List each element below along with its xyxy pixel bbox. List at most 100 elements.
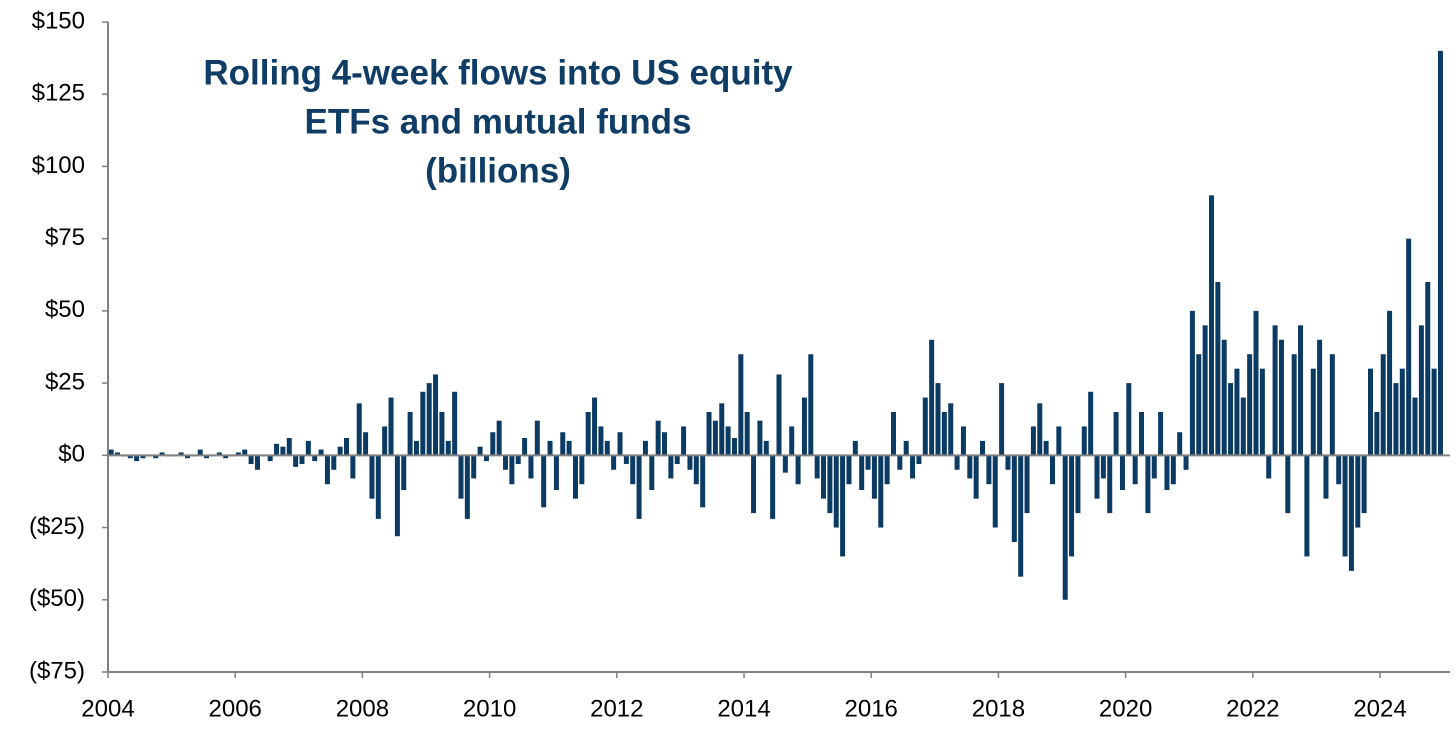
bar: [897, 455, 903, 470]
bar: [1355, 455, 1361, 528]
bar: [674, 455, 680, 464]
bar: [865, 455, 871, 470]
bar: [1348, 455, 1354, 571]
bar: [178, 452, 184, 456]
bar: [318, 449, 324, 456]
bar: [235, 452, 241, 456]
bar: [782, 455, 788, 473]
bar: [464, 455, 470, 519]
bar: [903, 440, 909, 456]
bar: [941, 412, 947, 456]
y-tick-label: $150: [32, 7, 85, 34]
bar: [363, 432, 369, 456]
bar: [948, 403, 954, 456]
bar: [1037, 403, 1043, 456]
bar: [1126, 383, 1132, 456]
bar: [153, 455, 159, 459]
bar: [579, 455, 585, 485]
bar: [503, 455, 509, 470]
bar: [1323, 455, 1329, 499]
bar: [789, 426, 795, 456]
bar: [1298, 325, 1304, 456]
bar: [910, 455, 916, 479]
bar: [744, 412, 750, 456]
y-tick-label: $125: [32, 80, 85, 107]
bar: [630, 455, 636, 485]
bar: [1189, 310, 1195, 456]
bar: [541, 455, 547, 508]
x-tick-label: 2010: [463, 695, 516, 722]
bar: [560, 432, 566, 456]
bar: [382, 426, 388, 456]
bar: [337, 446, 343, 456]
bar: [1253, 310, 1259, 456]
bar: [1049, 455, 1055, 485]
bar: [890, 412, 896, 456]
bar: [204, 455, 210, 459]
bar: [992, 455, 998, 528]
bar: [522, 438, 528, 456]
bar: [1247, 354, 1253, 456]
bar: [878, 455, 884, 528]
bar: [1367, 368, 1373, 456]
bar: [1412, 397, 1418, 456]
bar: [1259, 368, 1265, 456]
bar: [1215, 282, 1221, 456]
bar: [293, 455, 299, 467]
bar: [159, 452, 165, 456]
bar: [1208, 195, 1214, 456]
bar: [935, 383, 941, 456]
bar: [859, 455, 865, 490]
bar: [305, 440, 311, 456]
bar: [1399, 368, 1405, 456]
bar: [1088, 391, 1094, 456]
bar: [681, 426, 687, 456]
bar: [1151, 455, 1157, 479]
bar: [808, 354, 814, 456]
bar: [757, 420, 763, 456]
bar: [483, 455, 489, 462]
bar: [1100, 455, 1106, 479]
bar: [420, 391, 426, 456]
bar: [738, 354, 744, 456]
bar: [413, 440, 419, 456]
bar: [693, 455, 699, 485]
bar: [566, 440, 572, 456]
bar: [1005, 455, 1011, 470]
bar: [719, 403, 725, 456]
bar: [1431, 368, 1437, 456]
bar: [356, 403, 362, 456]
bar: [534, 420, 540, 456]
bar: [623, 455, 629, 464]
bar: [1329, 354, 1335, 456]
chart-title: Rolling 4-week flows into US equity: [203, 53, 793, 92]
bar: [1418, 325, 1424, 456]
bar: [954, 455, 960, 470]
bar: [833, 455, 839, 528]
x-tick-label: 2022: [1226, 695, 1279, 722]
bar: [1132, 455, 1138, 485]
bar: [1291, 354, 1297, 456]
y-tick-label: $75: [45, 224, 85, 251]
x-tick-label: 2006: [209, 695, 262, 722]
bar: [1164, 455, 1170, 490]
bar: [1145, 455, 1151, 514]
bar: [980, 440, 986, 456]
bar: [1075, 455, 1081, 514]
bar: [763, 440, 769, 456]
y-tick-label: ($25): [29, 513, 85, 540]
bar: [369, 455, 375, 499]
bar: [223, 455, 229, 459]
bar: [426, 383, 432, 456]
bar: [1234, 368, 1240, 456]
bar: [185, 455, 191, 459]
bar: [611, 455, 617, 470]
bar: [197, 449, 203, 456]
bar: [496, 420, 502, 456]
bar: [1043, 440, 1049, 456]
bar: [687, 455, 693, 470]
bar: [1177, 432, 1183, 456]
bar: [509, 455, 515, 485]
bar: [604, 440, 610, 456]
